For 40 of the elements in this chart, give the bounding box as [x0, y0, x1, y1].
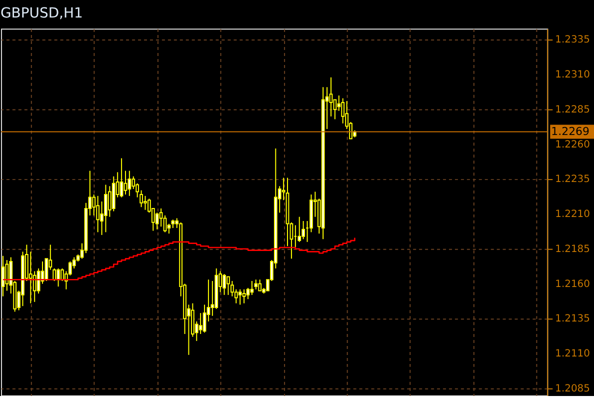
candlestick [159, 208, 163, 228]
y-tick-label: 1.2260 [555, 139, 590, 150]
chart-title: GBPUSD,H1 [0, 6, 83, 22]
candlestick [234, 288, 238, 304]
candlestick [28, 251, 32, 304]
candlestick [96, 195, 100, 233]
y-tick-label: 1.2110 [555, 348, 590, 360]
y-tick-label: 1.2085 [555, 383, 590, 394]
y-tick-label: 1.2210 [555, 209, 590, 220]
y-tick-label: 1.2185 [555, 244, 590, 255]
candlestick [128, 170, 132, 196]
candlestick [242, 288, 246, 304]
y-tick-label: 1.2235 [555, 174, 590, 186]
candlestick [226, 276, 230, 296]
y-tick-label: 1.2135 [555, 314, 590, 325]
candlestick [329, 76, 333, 117]
candlestick [92, 194, 96, 216]
candlestick [104, 184, 108, 233]
candlestick [132, 176, 136, 190]
y-tick-label: 1.2285 [555, 104, 590, 116]
candlestick [246, 287, 250, 300]
candlestick [202, 304, 206, 334]
candlestick [120, 158, 124, 198]
candlestick [258, 279, 262, 292]
candlestick [198, 312, 202, 334]
y-tick-label: 1.2160 [555, 278, 590, 290]
y-tick-label: 1.2335 [555, 34, 590, 46]
candlestick [238, 288, 242, 306]
candlestick [163, 214, 167, 233]
candlestick [56, 268, 60, 288]
candlestick [155, 212, 159, 230]
y-tick-label: 1.2310 [555, 70, 590, 81]
candlestick [144, 195, 147, 210]
candlestick [222, 274, 226, 296]
candlestick [32, 270, 36, 302]
candlestick [124, 170, 128, 196]
candlestick [302, 220, 306, 240]
candlestick [190, 302, 194, 338]
ref-line-label: 1.2269 [551, 124, 590, 138]
candlestick [341, 98, 345, 124]
